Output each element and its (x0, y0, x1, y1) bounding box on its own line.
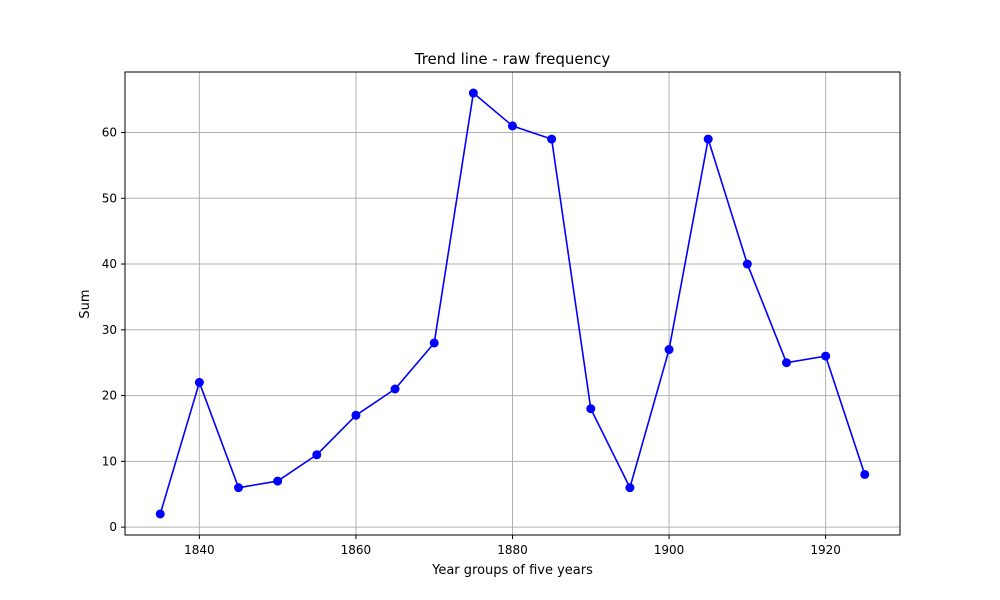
axes: 1840 1860 1880 1900 1920 0 10 20 30 40 50 60 (102, 71, 901, 557)
data-point (468, 88, 478, 98)
chart-title: Trend line - raw frequency (414, 50, 611, 68)
x-tick-label: 1860 (341, 543, 372, 557)
data-point (508, 121, 517, 131)
y-tick-label: 10 (102, 454, 117, 468)
y-tick-label: 60 (102, 126, 117, 140)
data-point (155, 509, 165, 519)
x-tick-label: 1900 (654, 543, 685, 557)
x-tick-label: 1880 (497, 543, 528, 557)
data-point (860, 469, 870, 479)
grid (125, 72, 900, 535)
data-point (194, 377, 204, 387)
y-tick-label: 30 (102, 323, 117, 337)
plot-frame (124, 71, 901, 536)
x-tick-label: 1840 (184, 543, 215, 557)
data-point (586, 404, 596, 414)
y-tick-label: 20 (102, 389, 117, 403)
data-point (781, 358, 791, 368)
data-point (273, 476, 283, 486)
x-axis-title: Year groups of five years (431, 563, 593, 578)
data-point (234, 483, 244, 493)
data-point (429, 338, 439, 348)
y-tick-label: 0 (109, 520, 117, 534)
data-point (821, 351, 831, 361)
data-point (547, 134, 557, 144)
data-point (351, 410, 361, 420)
y-tick-label: 40 (102, 257, 117, 271)
data-point (703, 134, 713, 144)
data-series (155, 88, 870, 519)
data-point (664, 345, 674, 355)
data-point (742, 259, 752, 269)
y-tick-label: 50 (102, 191, 117, 205)
data-point (312, 450, 322, 460)
data-point (625, 483, 635, 493)
data-point (390, 384, 400, 394)
y-axis-title: Sum (78, 289, 93, 318)
x-tick-label: 1920 (810, 543, 841, 557)
